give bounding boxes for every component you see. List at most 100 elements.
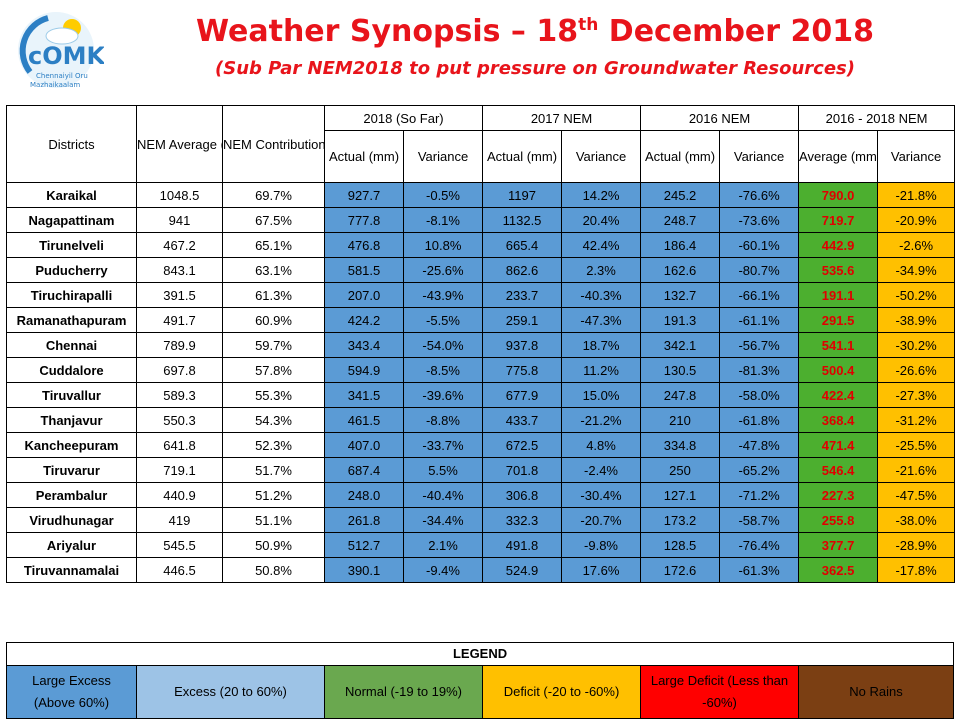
district: Ariyalur xyxy=(6,532,137,558)
table-row: Virudhunagar 419 51.1% 261.8 -34.4% 332.3 -20.… xyxy=(6,507,956,533)
table-row: Kancheepuram 641.8 52.3% 407.0 -33.7% 672.5 4.… xyxy=(6,432,956,458)
variance-2017: 14.2% xyxy=(561,182,642,208)
header-2016-2018: 2016 - 2018 NEM xyxy=(798,105,956,131)
legend-excess: Excess (20 to 60%) xyxy=(136,665,325,719)
nem-contribution: 57.8% xyxy=(222,357,325,383)
variance-2017: 20.4% xyxy=(561,207,642,233)
nem-contribution: 50.9% xyxy=(222,532,325,558)
district: Perambalur xyxy=(6,482,137,508)
nem-contribution: 52.3% xyxy=(222,432,325,458)
header-average: Average (mm) xyxy=(798,130,879,183)
variance-2016-2018: -38.9% xyxy=(877,307,956,333)
legend-large-deficit: Large Deficit (Less than -60%) xyxy=(640,665,799,719)
variance-2016-2018: -50.2% xyxy=(877,282,956,308)
table-row: Nagapattinam 941 67.5% 777.8 -8.1% 1132.5 20.4… xyxy=(6,207,956,233)
average-2016-2018: 471.4 xyxy=(798,432,879,458)
average-2016-2018: 227.3 xyxy=(798,482,879,508)
district: Tiruchirapalli xyxy=(6,282,137,308)
variance-2016: -71.2% xyxy=(719,482,800,508)
variance-2017: -20.7% xyxy=(561,507,642,533)
variance-2017: -2.4% xyxy=(561,457,642,483)
actual-2017: 672.5 xyxy=(482,432,563,458)
header-2018: 2018 (So Far) xyxy=(323,105,484,131)
actual-2018: 341.5 xyxy=(324,382,404,408)
nem-contribution: 67.5% xyxy=(222,207,325,233)
variance-2016: -73.6% xyxy=(719,207,800,233)
actual-2017: 775.8 xyxy=(482,357,563,383)
actual-2018: 343.4 xyxy=(324,332,404,358)
variance-2017: -40.3% xyxy=(561,282,642,308)
actual-2016: 128.5 xyxy=(640,532,721,558)
nem-average: 440.9 xyxy=(136,482,223,508)
table-row: Thanjavur 550.3 54.3% 461.5 -8.8% 433.7 -21.2%… xyxy=(6,407,956,433)
variance-2018: -5.5% xyxy=(402,307,484,333)
variance-2016-2018: -30.2% xyxy=(877,332,956,358)
actual-2016: 245.2 xyxy=(640,182,721,208)
rainfall-table: Districts NEM Average (mm) NEM Contribut… xyxy=(6,105,956,583)
actual-2017: 862.6 xyxy=(482,257,563,283)
actual-2016: 130.5 xyxy=(640,357,721,383)
actual-2016: 186.4 xyxy=(640,232,721,258)
legend: LEGEND Large Excess (Above 60%) Excess (… xyxy=(5,642,955,719)
header-variance: Variance xyxy=(561,130,642,183)
variance-2018: -9.4% xyxy=(402,557,484,583)
variance-2017: 11.2% xyxy=(561,357,642,383)
variance-2016: -61.1% xyxy=(719,307,800,333)
variance-2018: -33.7% xyxy=(402,432,484,458)
variance-2016: -66.1% xyxy=(719,282,800,308)
nem-contribution: 69.7% xyxy=(222,182,325,208)
district: Ramanathapuram xyxy=(6,307,137,333)
actual-2018: 687.4 xyxy=(324,457,404,483)
average-2016-2018: 719.7 xyxy=(798,207,879,233)
actual-2018: 512.7 xyxy=(324,532,404,558)
legend-normal: Normal (-19 to 19%) xyxy=(324,665,483,719)
variance-2017: 17.6% xyxy=(561,557,642,583)
district: Kancheepuram xyxy=(6,432,137,458)
variance-2016: -80.7% xyxy=(719,257,800,283)
variance-2016: -61.3% xyxy=(719,557,800,583)
district: Tiruvallur xyxy=(6,382,137,408)
variance-2016: -58.0% xyxy=(719,382,800,408)
table-row: Perambalur 440.9 51.2% 248.0 -40.4% 306.8 -30.… xyxy=(6,482,956,508)
actual-2016: 248.7 xyxy=(640,207,721,233)
actual-2017: 433.7 xyxy=(482,407,563,433)
actual-2018: 424.2 xyxy=(324,307,404,333)
cloud-icon xyxy=(45,27,79,45)
district: Tiruvarur xyxy=(6,457,137,483)
variance-2016-2018: -38.0% xyxy=(877,507,956,533)
table-row: Chennai 789.9 59.7% 343.4 -54.0% 937.8 18.7% 34… xyxy=(6,332,956,358)
nem-average: 719.1 xyxy=(136,457,223,483)
variance-2017: 42.4% xyxy=(561,232,642,258)
variance-2018: -8.1% xyxy=(402,207,484,233)
district: Nagapattinam xyxy=(6,207,137,233)
header-districts: Districts xyxy=(6,105,137,183)
average-2016-2018: 191.1 xyxy=(798,282,879,308)
actual-2018: 390.1 xyxy=(324,557,404,583)
table-row: Cuddalore 697.8 57.8% 594.9 -8.5% 775.8 11.2% 1… xyxy=(6,357,956,383)
average-2016-2018: 377.7 xyxy=(798,532,879,558)
variance-2016: -65.2% xyxy=(719,457,800,483)
variance-2017: 18.7% xyxy=(561,332,642,358)
actual-2018: 594.9 xyxy=(324,357,404,383)
legend-deficit: Deficit (-20 to -60%) xyxy=(482,665,641,719)
variance-2017: 4.8% xyxy=(561,432,642,458)
variance-2017: -30.4% xyxy=(561,482,642,508)
average-2016-2018: 500.4 xyxy=(798,357,879,383)
variance-2016-2018: -21.6% xyxy=(877,457,956,483)
nem-average: 843.1 xyxy=(136,257,223,283)
header-actual: Actual (mm) xyxy=(640,130,721,183)
nem-average: 467.2 xyxy=(136,232,223,258)
variance-2017: -47.3% xyxy=(561,307,642,333)
variance-2016: -81.3% xyxy=(719,357,800,383)
table-body: Karaikal 1048.5 69.7% 927.7 -0.5% 1197 14.2% 24… xyxy=(6,182,956,583)
actual-2016: 173.2 xyxy=(640,507,721,533)
actual-2018: 581.5 xyxy=(324,257,404,283)
actual-2018: 407.0 xyxy=(324,432,404,458)
average-2016-2018: 546.4 xyxy=(798,457,879,483)
header-variance: Variance xyxy=(719,130,800,183)
nem-contribution: 63.1% xyxy=(222,257,325,283)
svg-text:Mazhaikaalam: Mazhaikaalam xyxy=(30,81,80,89)
district: Puducherry xyxy=(6,257,137,283)
nem-contribution: 51.2% xyxy=(222,482,325,508)
actual-2018: 261.8 xyxy=(324,507,404,533)
